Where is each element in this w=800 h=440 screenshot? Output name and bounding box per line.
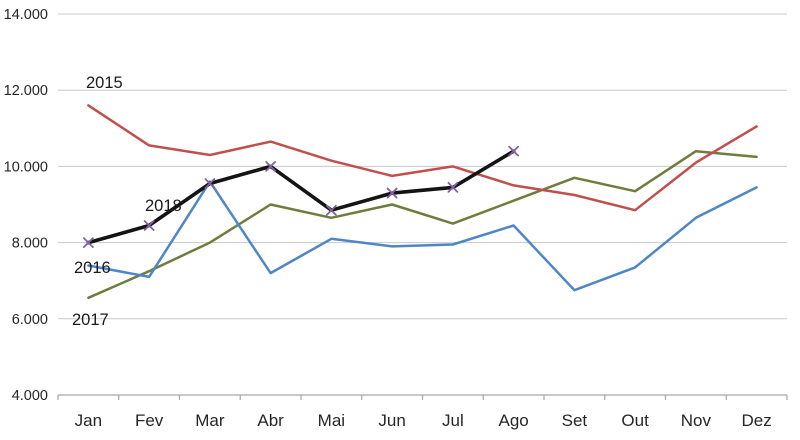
series-line-2017 [87, 149, 758, 300]
series-label-2018: 2018 [145, 197, 182, 215]
x-axis-label: Jul [442, 411, 464, 430]
x-marker-2018 [447, 181, 459, 193]
y-tick-label: 8.000 [12, 236, 48, 252]
y-tick-label: 12.000 [4, 83, 48, 99]
x-marker-2018 [508, 145, 520, 157]
x-marker-2018 [82, 237, 94, 248]
y-tick-label: 14.000 [4, 7, 48, 23]
y-tick-label: 10.000 [4, 159, 48, 175]
x-marker-2018 [265, 161, 277, 172]
x-marker-2018 [325, 204, 337, 216]
x-marker-2018 [143, 220, 155, 231]
series-line-2018 [86, 149, 516, 245]
series-label-2015: 2015 [86, 74, 123, 92]
x-axis-label: Jun [378, 411, 405, 430]
x-axis-label: Nov [681, 411, 712, 430]
x-marker-2018 [386, 187, 398, 199]
series-label-2016: 2016 [74, 259, 111, 277]
x-axis-label: Out [621, 411, 649, 430]
x-axis-label: Jan [75, 411, 102, 430]
series-line-2016 [87, 180, 758, 292]
x-axis-label: Abr [257, 411, 284, 430]
x-axis-label: Ago [499, 411, 529, 430]
x-axis-label: Mai [318, 411, 345, 430]
x-axis-label: Fev [135, 411, 164, 430]
series-line-2015 [87, 104, 758, 212]
y-tick-label: 4.000 [12, 388, 48, 404]
y-tick-label: 6.000 [12, 312, 48, 328]
x-marker-2018 [204, 178, 216, 189]
x-axis-label: Mar [195, 411, 225, 430]
x-axis-label: Dez [742, 411, 772, 430]
x-axis-label: Set [562, 411, 588, 430]
series-label-2017: 2017 [72, 311, 109, 329]
